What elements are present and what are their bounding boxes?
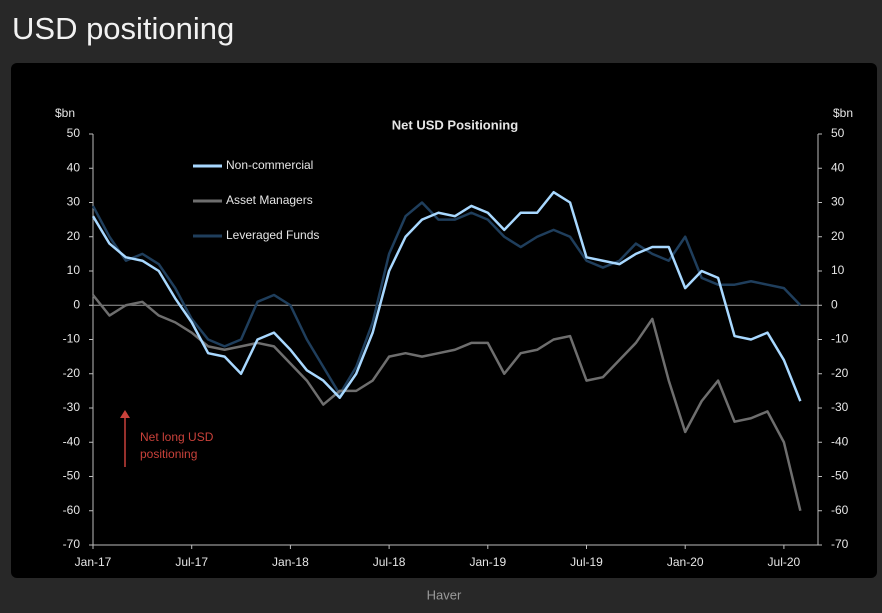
y-tick-label: 10 [67, 263, 81, 277]
y2-tick-label: -40 [831, 434, 849, 448]
y-tick-label: -20 [63, 366, 81, 380]
y2-tick-label: -60 [831, 503, 849, 517]
x-tick-label: Jan-19 [469, 555, 506, 569]
x-tick-label: Jul-18 [373, 555, 406, 569]
y2-tick-label: 0 [831, 297, 838, 311]
y-tick-label: -60 [63, 503, 81, 517]
y2-tick-label: -70 [831, 537, 849, 551]
series-line [92, 294, 802, 512]
y-tick-label: -40 [63, 434, 81, 448]
y-tick-label: -30 [63, 400, 81, 414]
y2-tick-label: -10 [831, 332, 849, 346]
series-line [91, 190, 802, 402]
chart-title: Net USD Positioning [392, 117, 518, 132]
y-tick-label: 30 [67, 195, 81, 209]
x-tick-label: Jan-18 [272, 555, 309, 569]
y-tick-label: 50 [67, 126, 81, 140]
legend-label: Asset Managers [226, 193, 313, 207]
x-tick-label: Jan-17 [75, 555, 112, 569]
chart-panel [11, 63, 877, 578]
y-tick-label: 40 [67, 160, 81, 174]
y2-tick-label: -30 [831, 400, 849, 414]
y-tick-label: -10 [63, 332, 81, 346]
y-tick-label: -70 [63, 537, 81, 551]
y2-tick-label: -20 [831, 366, 849, 380]
x-tick-label: Jan-20 [667, 555, 704, 569]
series-line [91, 201, 802, 396]
legend-label: Leveraged Funds [226, 228, 319, 242]
y2-tick-label: 10 [831, 263, 845, 277]
y2-tick-label: 40 [831, 160, 845, 174]
source: Haver [427, 587, 462, 602]
x-tick-label: Jul-17 [175, 555, 208, 569]
x-tick-label: Jul-19 [570, 555, 603, 569]
y2-axis-label: $bn [833, 106, 853, 120]
y-axis-label: $bn [55, 106, 75, 120]
y2-tick-label: 20 [831, 229, 845, 243]
legend-label: Non-commercial [226, 158, 313, 172]
y2-tick-label: 30 [831, 195, 845, 209]
annotation-arrowhead [120, 410, 130, 418]
y2-tick-label: -50 [831, 469, 849, 483]
x-tick-label: Jul-20 [768, 555, 801, 569]
page-title: USD positioning [12, 11, 234, 46]
y-tick-label: -50 [63, 469, 81, 483]
y-tick-label: 20 [67, 229, 81, 243]
y2-tick-label: 50 [831, 126, 845, 140]
annotation-text: Net long USD [140, 430, 214, 444]
annotation-text: positioning [140, 447, 197, 461]
y-tick-label: 0 [73, 297, 80, 311]
